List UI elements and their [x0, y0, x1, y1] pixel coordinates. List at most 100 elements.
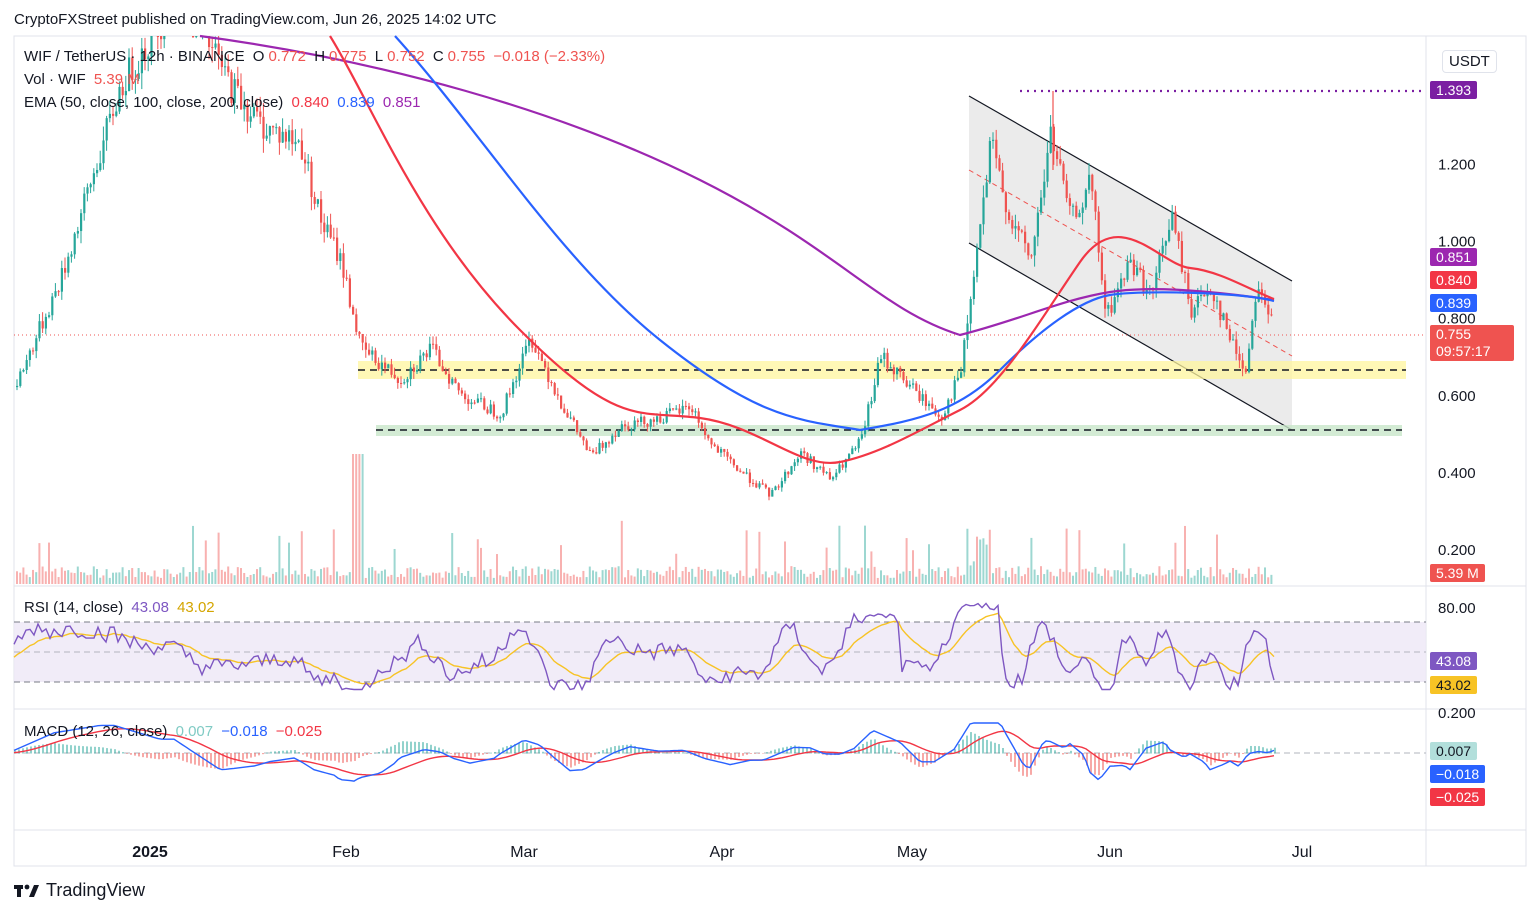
rsi-label: RSI (14, close)	[24, 599, 124, 616]
candle-body	[416, 370, 419, 372]
candle-body	[784, 471, 787, 482]
macd-histogram-bar	[1118, 753, 1120, 757]
candle-body	[636, 420, 639, 422]
candle-body	[969, 299, 972, 324]
macd-histogram-bar	[462, 753, 464, 757]
macd-histogram-bar	[1046, 746, 1048, 754]
macd-histogram-bar	[954, 749, 956, 754]
candle-body	[1126, 262, 1129, 280]
descending-channel	[969, 96, 1292, 430]
volume-bar	[585, 577, 588, 584]
macd-legend[interactable]: MACD (12, 26, close) 0.007 −0.018 −0.025	[24, 723, 326, 740]
volume-bar	[140, 572, 143, 584]
tradingview-brand[interactable]: TradingView	[14, 880, 145, 901]
volume-bar	[406, 568, 409, 584]
volume-bar	[336, 571, 338, 584]
macd-hist-tag: 0.007	[1430, 742, 1478, 760]
macd-histogram-bar	[186, 753, 188, 763]
candle-body	[1116, 288, 1119, 298]
macd-histogram-bar	[1026, 753, 1028, 777]
candle-body	[928, 403, 931, 407]
macd-histogram-bar	[470, 753, 472, 759]
macd-histogram-bar	[330, 753, 332, 761]
volume-bar	[534, 575, 537, 584]
candle-body	[1155, 272, 1158, 291]
candle-body	[950, 399, 953, 401]
volume-bar	[662, 575, 665, 584]
macd-histogram-bar	[1266, 748, 1268, 754]
volume-bar	[160, 577, 162, 584]
candle-body	[1107, 305, 1110, 309]
last-price-tag: 0.755 09:57:17	[1430, 325, 1514, 361]
macd-histogram-bar	[1222, 753, 1224, 758]
macd-histogram-bar	[686, 752, 688, 754]
rsi-legend[interactable]: RSI (14, close) 43.08 43.02	[24, 599, 219, 616]
currency-label[interactable]: USDT	[1442, 50, 1497, 73]
ema-legend[interactable]: EMA (50, close, 100, close, 200, close) …	[24, 94, 424, 111]
macd-histogram-bar	[1246, 748, 1248, 754]
volume-bar	[720, 569, 722, 584]
volume-bar	[556, 569, 559, 584]
volume-bar	[822, 570, 825, 584]
candle-body	[995, 139, 998, 159]
candle-body	[672, 408, 675, 410]
volume-bar	[1088, 571, 1090, 584]
macd-histogram-bar	[314, 753, 316, 761]
candle-body	[876, 362, 879, 386]
volume-bar	[300, 531, 303, 584]
volume-bar	[224, 571, 226, 584]
volume-bar	[249, 574, 252, 584]
macd-histogram-bar	[574, 753, 576, 766]
candle-body	[1184, 272, 1187, 274]
macd-histogram-bar	[322, 753, 324, 761]
candle-body	[633, 420, 636, 430]
macd-histogram-bar	[1018, 753, 1020, 772]
volume-bar	[1212, 576, 1215, 584]
volume-bar	[275, 572, 278, 584]
macd-histogram-bar	[310, 753, 312, 759]
candle-body	[1068, 198, 1071, 206]
candle-body	[22, 369, 25, 372]
candle-body	[326, 224, 329, 233]
volume-bar	[112, 572, 114, 584]
candle-body	[131, 57, 134, 81]
candle-body	[1011, 219, 1014, 229]
candle-body	[1075, 205, 1078, 218]
macd-histogram-bar	[502, 747, 504, 754]
candle-body	[380, 362, 383, 370]
macd-histogram-bar	[982, 738, 984, 754]
macd-histogram-bar	[542, 751, 544, 754]
candle-body	[643, 416, 646, 425]
support-zone-upper	[358, 361, 1406, 379]
macd-histogram-bar	[774, 749, 776, 754]
candle-body	[57, 291, 60, 293]
ema200-line	[199, 34, 1275, 337]
candle-body	[38, 321, 41, 339]
candle-body	[774, 486, 777, 490]
candle-body	[752, 482, 755, 484]
macd-histogram-bar	[1166, 744, 1168, 754]
macd-histogram-bar	[222, 753, 224, 769]
macd-histogram-bar	[82, 746, 84, 754]
candle-body	[272, 126, 275, 128]
candle-body	[870, 401, 873, 405]
macd-histogram-bar	[414, 741, 416, 754]
volume-bar	[329, 575, 332, 584]
candle-body	[640, 416, 643, 422]
macd-histogram-bar	[422, 742, 424, 754]
volume-legend[interactable]: Vol · WIF 5.39 M	[24, 71, 144, 88]
volume-bar	[1152, 572, 1154, 584]
macd-histogram-bar	[66, 744, 68, 754]
candle-body	[1248, 348, 1251, 373]
macd-histogram-bar	[978, 736, 980, 754]
macd-histogram-bar	[1242, 753, 1244, 754]
candle-body	[1078, 212, 1081, 218]
macd-histogram-bar	[98, 746, 100, 754]
volume-bar	[838, 525, 841, 584]
macd-histogram-bar	[442, 749, 444, 754]
candle-body	[67, 256, 70, 273]
candle-body	[300, 140, 303, 160]
volume-bar	[211, 571, 214, 584]
